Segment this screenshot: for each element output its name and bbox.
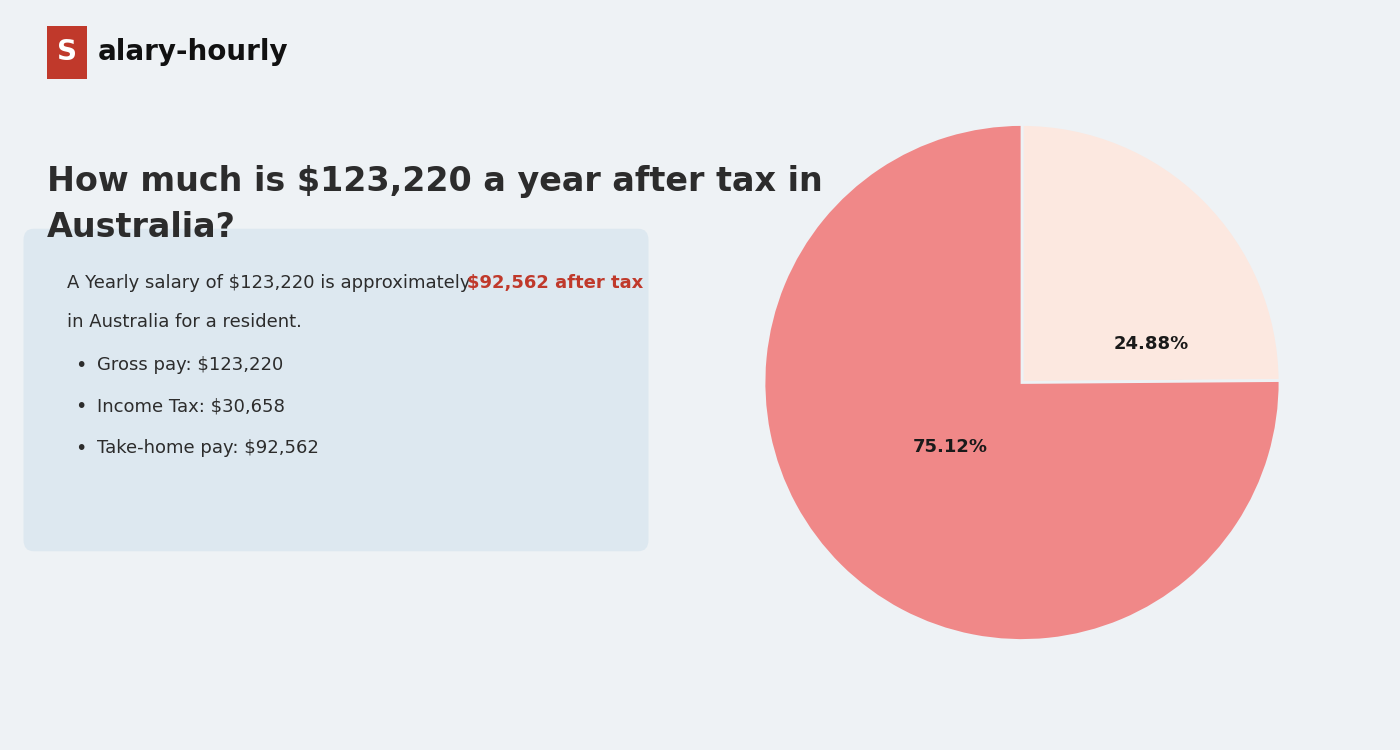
FancyBboxPatch shape [48,26,87,79]
Text: S: S [57,38,77,67]
Text: •: • [76,439,87,458]
Text: in Australia for a resident.: in Australia for a resident. [67,313,302,331]
Wedge shape [764,124,1280,640]
Text: •: • [76,398,87,416]
Text: 75.12%: 75.12% [913,438,987,456]
Text: A Yearly salary of $123,220 is approximately: A Yearly salary of $123,220 is approxima… [67,274,476,292]
FancyBboxPatch shape [24,229,648,551]
Text: alary-hourly: alary-hourly [98,38,288,67]
Text: $92,562 after tax: $92,562 after tax [468,274,643,292]
Text: How much is $123,220 a year after tax in
Australia?: How much is $123,220 a year after tax in… [48,165,823,244]
Text: Income Tax: $30,658: Income Tax: $30,658 [98,398,286,416]
Text: Take-home pay: $92,562: Take-home pay: $92,562 [98,439,319,457]
Text: Gross pay: $123,220: Gross pay: $123,220 [98,356,284,374]
Text: •: • [76,356,87,375]
Text: 24.88%: 24.88% [1113,334,1189,352]
Wedge shape [1022,124,1280,382]
